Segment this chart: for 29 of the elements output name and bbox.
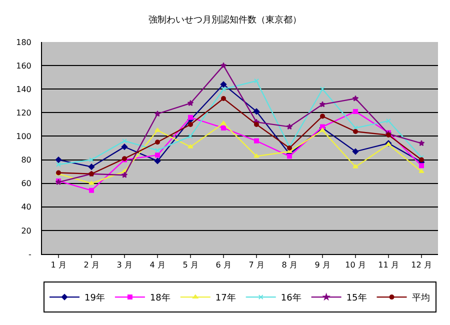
x-tick-label: 5 月 bbox=[182, 260, 198, 270]
legend-label: 17年 bbox=[215, 292, 236, 304]
y-tick-label: 120 bbox=[16, 108, 32, 118]
y-tick-label: 60 bbox=[21, 179, 32, 188]
x-tick-label: 2 月 bbox=[84, 260, 100, 270]
y-tick-label: 40 bbox=[21, 202, 32, 212]
y-tick-label: 160 bbox=[16, 61, 32, 70]
x-tick-label: 10 月 bbox=[345, 260, 366, 270]
y-tick-label: - bbox=[28, 250, 32, 259]
y-tick-label: 100 bbox=[16, 132, 32, 142]
x-tick-label: 6 月 bbox=[216, 260, 232, 270]
y-tick-label: 180 bbox=[16, 38, 32, 47]
x-tick-label: 7 月 bbox=[248, 260, 264, 270]
legend-label: 15年 bbox=[346, 292, 367, 304]
y-tick-label: 140 bbox=[16, 84, 32, 94]
y-tick-label: 80 bbox=[21, 156, 32, 165]
y-tick-label: 20 bbox=[21, 226, 32, 236]
x-tick-label: 12 月 bbox=[411, 260, 432, 270]
x-tick-label: 11 月 bbox=[378, 260, 399, 270]
x-tick-label: 8 月 bbox=[282, 260, 298, 270]
legend-label: 19年 bbox=[84, 292, 105, 304]
x-tick-label: 9 月 bbox=[314, 260, 330, 270]
legend-label: 平均 bbox=[412, 292, 430, 304]
x-tick-label: 4 月 bbox=[150, 260, 166, 270]
x-tick-label: 1 月 bbox=[50, 260, 66, 270]
legend-label: 16年 bbox=[280, 292, 302, 304]
chart-title: 強制わいせつ月別認知件数（東京都） bbox=[148, 14, 302, 26]
x-tick-label: 3 月 bbox=[116, 260, 132, 270]
legend-label: 18年 bbox=[150, 292, 170, 304]
